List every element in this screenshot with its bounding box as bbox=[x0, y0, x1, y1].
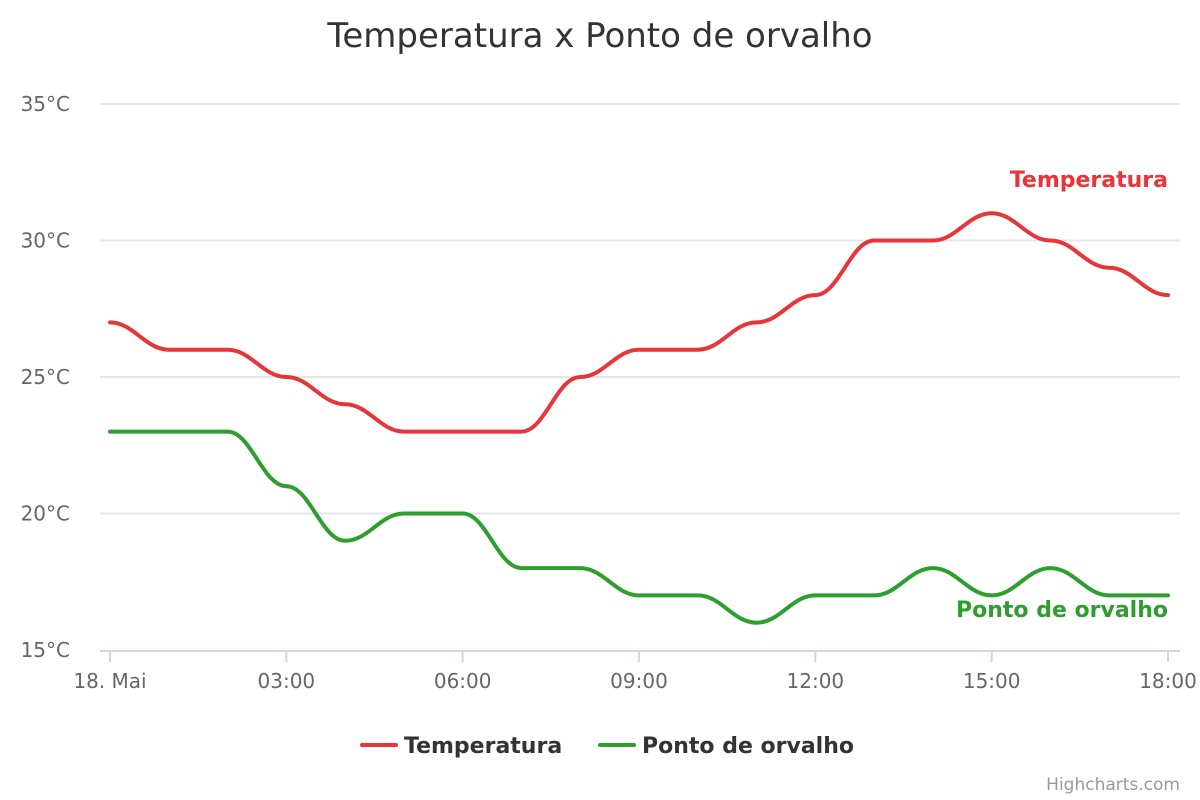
x-tick-label: 18. Mai bbox=[73, 669, 146, 693]
legend-label: Temperatura bbox=[404, 734, 562, 759]
legend: Temperatura Ponto de orvalho bbox=[360, 734, 854, 759]
credits[interactable]: Highcharts.com bbox=[1046, 775, 1180, 795]
y-axis: 15°C 20°C 25°C 30°C 35°C bbox=[21, 92, 70, 662]
x-axis: 18. Mai 03:00 06:00 09:00 12:00 15:00 18:00 bbox=[73, 650, 1197, 693]
y-tick-label: 35°C bbox=[21, 92, 70, 116]
legend-label: Ponto de orvalho bbox=[642, 734, 854, 759]
x-tick-label: 12:00 bbox=[787, 669, 845, 693]
series-lines bbox=[108, 211, 1170, 625]
legend-item-temperatura[interactable]: Temperatura bbox=[360, 734, 562, 759]
series-line-ponto-de-orvalho[interactable] bbox=[108, 429, 1170, 625]
x-tick-label: 06:00 bbox=[434, 669, 492, 693]
x-tick-label: 09:00 bbox=[610, 669, 668, 693]
legend-item-ponto-de-orvalho[interactable]: Ponto de orvalho bbox=[598, 734, 854, 759]
chart-title: Temperatura x Ponto de orvalho bbox=[326, 16, 872, 56]
grid-lines bbox=[100, 103, 1180, 515]
series-label-ponto-de-orvalho: Ponto de orvalho bbox=[956, 598, 1168, 623]
y-tick-label: 15°C bbox=[21, 638, 70, 662]
series-labels: Temperatura Ponto de orvalho bbox=[956, 168, 1168, 623]
x-tick-label: 03:00 bbox=[258, 669, 316, 693]
y-tick-label: 20°C bbox=[21, 502, 70, 526]
series-label-temperatura: Temperatura bbox=[1010, 168, 1168, 193]
series-line-temperatura[interactable] bbox=[108, 211, 1170, 434]
y-tick-label: 25°C bbox=[21, 365, 70, 389]
x-tick-label: 15:00 bbox=[963, 669, 1021, 693]
x-tick-label: 18:00 bbox=[1139, 669, 1197, 693]
y-tick-label: 30°C bbox=[21, 229, 70, 253]
